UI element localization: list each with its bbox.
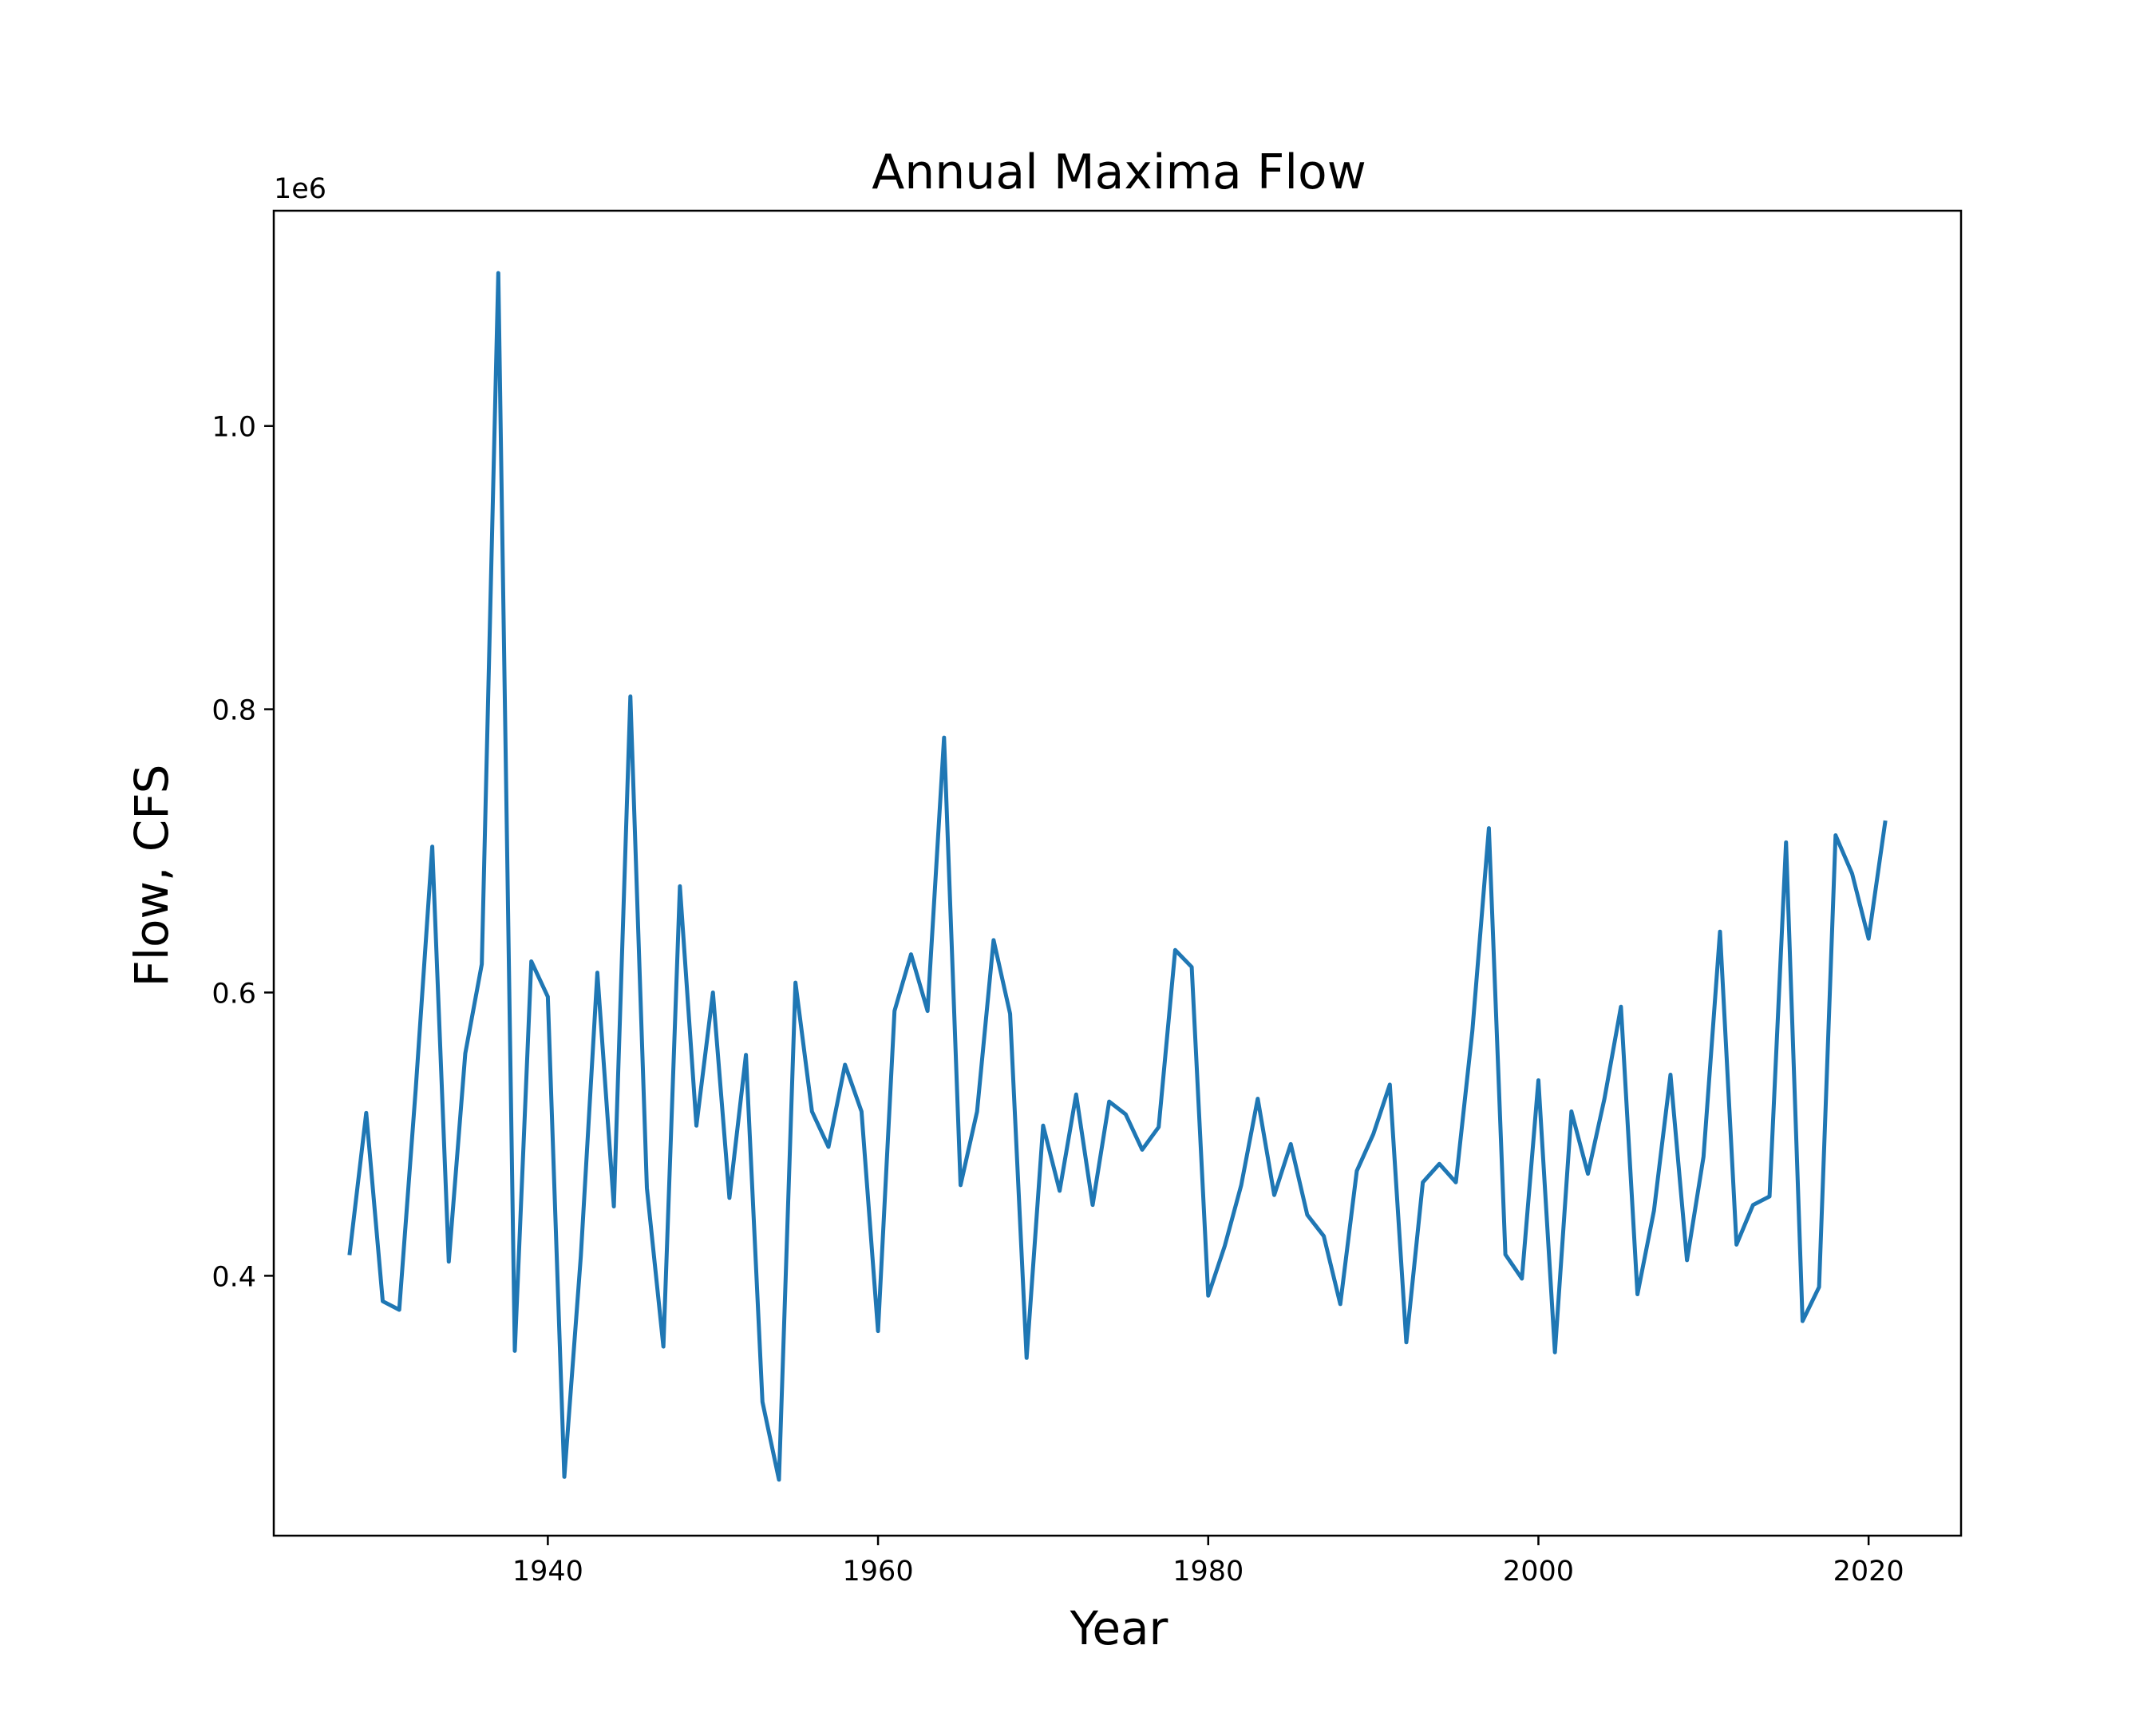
y-tick-label: 0.4 [212, 1261, 256, 1293]
x-tick-label: 2000 [1503, 1556, 1574, 1588]
x-tick-label: 1980 [1172, 1556, 1244, 1588]
y-tick-label: 0.6 [212, 978, 256, 1010]
y-tick-label: 1.0 [212, 412, 256, 444]
x-tick-label: 1940 [512, 1556, 583, 1588]
series-line-1 [347, 271, 1888, 1482]
y-axis-label: Flow, CFS [125, 765, 179, 987]
x-tick-label: 1960 [843, 1556, 914, 1588]
axes-frame [272, 209, 1963, 1537]
x-tick-label: 2020 [1833, 1556, 1904, 1588]
plot-area: 1940 1960 1980 2000 2020 0.4 0.6 0.8 1.0 [212, 209, 1963, 1588]
y-tick-label: 0.8 [212, 695, 256, 727]
y-axis-offset-label: 1e6 [274, 173, 326, 205]
x-axis-label: Year [1070, 1601, 1168, 1655]
chart-title: Annual Maxima Flow [872, 144, 1366, 200]
